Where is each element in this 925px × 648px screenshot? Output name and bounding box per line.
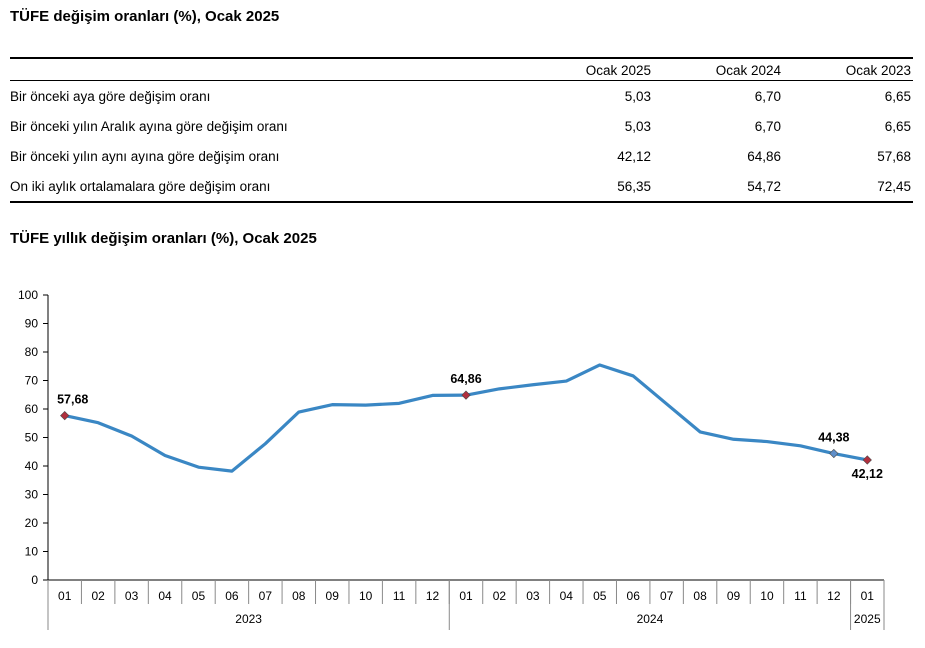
x-tick-label: 12	[827, 589, 841, 603]
x-tick-label: 12	[426, 589, 440, 603]
table-cell: 72,45	[877, 178, 911, 194]
y-tick-label: 50	[25, 431, 39, 445]
row-label: Bir önceki yılın aynı ayına göre değişim…	[10, 148, 280, 164]
data-label: 57,68	[57, 393, 88, 407]
x-tick-label: 01	[861, 589, 875, 603]
x-tick-label: 01	[459, 589, 473, 603]
x-tick-label: 08	[693, 589, 707, 603]
table-cell: 6,70	[754, 88, 781, 104]
table-cell: 6,70	[754, 118, 781, 134]
table-cell: 56,35	[617, 178, 651, 194]
x-tick-label: 06	[225, 589, 239, 603]
cpi-change-table: Ocak 2025 Ocak 2024 Ocak 2023 Bir önceki…	[10, 57, 913, 203]
x-tick-label: 02	[91, 589, 105, 603]
y-tick-label: 60	[25, 402, 39, 416]
table-row: On iki aylık ortalamalara göre değişim o…	[10, 171, 913, 202]
data-point-marker	[461, 390, 471, 400]
y-tick-label: 0	[31, 573, 38, 587]
table-cell: 57,68	[877, 148, 911, 164]
y-tick-label: 10	[25, 545, 39, 559]
year-label: 2025	[854, 612, 881, 626]
x-tick-label: 02	[493, 589, 507, 603]
table-cell: 54,72	[747, 178, 781, 194]
y-tick-label: 70	[25, 374, 39, 388]
table-cell: 64,86	[747, 148, 781, 164]
data-point-marker	[862, 455, 872, 465]
x-tick-label: 10	[359, 589, 373, 603]
table-title: TÜFE değişim oranları (%), Ocak 2025	[10, 8, 280, 25]
table-cell: 42,12	[617, 148, 651, 164]
table-cell: 6,65	[884, 118, 911, 134]
y-tick-label: 90	[25, 317, 39, 331]
table-cell: 5,03	[624, 118, 651, 134]
column-header: Ocak 2024	[715, 62, 781, 78]
table-cell: 5,03	[624, 88, 651, 104]
row-label: Bir önceki yılın Aralık ayına göre değiş…	[10, 118, 288, 134]
y-tick-label: 100	[18, 288, 38, 302]
y-tick-label: 80	[25, 345, 39, 359]
data-label: 64,86	[450, 372, 481, 386]
year-label: 2024	[637, 612, 664, 626]
x-tick-label: 08	[292, 589, 306, 603]
x-tick-label: 04	[158, 589, 172, 603]
x-tick-label: 11	[393, 589, 406, 603]
chart-title: TÜFE yıllık değişim oranları (%), Ocak 2…	[10, 230, 317, 247]
data-label: 42,12	[852, 467, 883, 481]
x-tick-label: 06	[627, 589, 641, 603]
table-header-row: Ocak 2025 Ocak 2024 Ocak 2023	[10, 58, 913, 81]
x-tick-label: 04	[560, 589, 574, 603]
header-empty-cell	[10, 58, 521, 81]
x-tick-label: 10	[760, 589, 774, 603]
x-tick-label: 03	[125, 589, 139, 603]
table-row: Bir önceki aya göre değişim oranı 5,03 6…	[10, 81, 913, 112]
y-tick-label: 30	[25, 488, 39, 502]
x-tick-label: 05	[192, 589, 206, 603]
column-header: Ocak 2023	[845, 62, 911, 78]
x-tick-label: 07	[259, 589, 273, 603]
data-point-marker	[60, 410, 70, 421]
x-tick-label: 09	[326, 589, 340, 603]
data-label: 44,38	[818, 431, 849, 445]
table-cell: 6,65	[884, 88, 911, 104]
x-tick-label: 11	[794, 589, 807, 603]
x-tick-label: 03	[526, 589, 540, 603]
row-label: Bir önceki aya göre değişim oranı	[10, 88, 211, 104]
row-label: On iki aylık ortalamalara göre değişim o…	[10, 178, 271, 194]
year-label: 2023	[235, 612, 262, 626]
table-row: Bir önceki yılın Aralık ayına göre değiş…	[10, 111, 913, 141]
x-tick-label: 09	[727, 589, 741, 603]
y-tick-label: 40	[25, 459, 39, 473]
y-tick-label: 20	[25, 516, 39, 530]
x-tick-label: 01	[58, 589, 72, 603]
x-tick-label: 05	[593, 589, 607, 603]
table-row: Bir önceki yılın aynı ayına göre değişim…	[10, 141, 913, 171]
column-header: Ocak 2025	[585, 62, 651, 78]
data-point-marker	[829, 448, 839, 459]
x-tick-label: 07	[660, 589, 674, 603]
